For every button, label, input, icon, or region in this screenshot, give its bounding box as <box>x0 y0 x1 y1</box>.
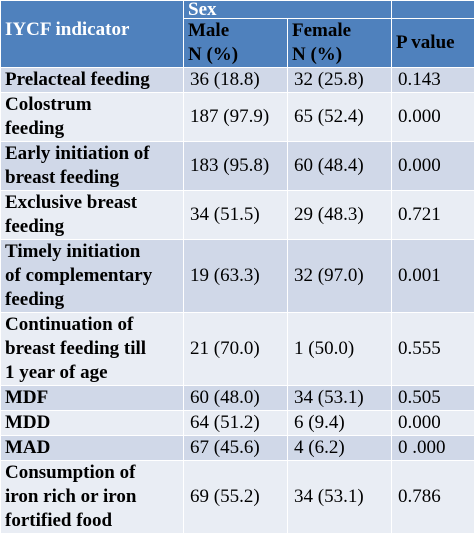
indicator-line: MAD <box>5 437 51 458</box>
female-cell: 6 (9.4) <box>287 410 392 436</box>
header-blank <box>391 0 474 19</box>
female-cell: 1 (50.0) <box>287 312 392 386</box>
female-cell: 29 (48.3) <box>287 190 392 240</box>
female-cell: 60 (48.4) <box>287 141 392 191</box>
table-row: MDD 64 (51.2) 6 (9.4) 0.000 <box>0 410 474 436</box>
female-cell: 65 (52.4) <box>287 92 392 142</box>
male-cell: 36 (18.8) <box>183 67 288 93</box>
header-male: Male N (%) <box>183 18 288 68</box>
indicator-cell: Prelacteal feeding <box>0 67 184 93</box>
table-row: Exclusive breast feeding 34 (51.5) 29 (48.3… <box>0 190 474 240</box>
table-row: MAD 67 (45.6) 4 (6.2) 0 .000 <box>0 435 474 461</box>
male-cell: 183 (95.8) <box>183 141 288 191</box>
indicator-line: of complementary <box>5 265 153 286</box>
female-cell: 34 (53.1) <box>287 460 392 534</box>
header-female-label: Female <box>292 20 352 41</box>
male-cell: 64 (51.2) <box>183 410 288 436</box>
p-value-cell: 0 .000 <box>391 435 474 461</box>
p-value-cell: 0.555 <box>391 312 474 386</box>
indicator-line: iron rich or iron <box>5 486 137 507</box>
indicator-line: Prelacteal feeding <box>5 69 150 90</box>
female-cell: 34 (53.1) <box>287 385 392 411</box>
female-cell: 4 (6.2) <box>287 435 392 461</box>
header-female-unit: N (%) <box>292 44 343 65</box>
header-row-group: IYCF indicator Sex <box>0 0 474 68</box>
indicator-line: MDD <box>5 412 51 433</box>
p-value-cell: 0.505 <box>391 385 474 411</box>
table-row: Continuation of breast feeding till 1 year… <box>0 312 474 386</box>
p-value-cell: 0.786 <box>391 460 474 534</box>
indicator-cell: Early initiation of breast feeding <box>0 141 184 191</box>
p-value-cell: 0.000 <box>391 410 474 436</box>
table-row: Consumption of iron rich or iron fortified… <box>0 460 474 534</box>
indicator-cell: Consumption of iron rich or iron fortified… <box>0 460 184 534</box>
indicator-line: Colostrum <box>5 94 92 115</box>
table-row: Colostrum feeding 187 (97.9) 65 (52.4) 0.000 <box>0 92 474 142</box>
iycf-table: IYCF indicator Sex Male N (%) Female N (%)… <box>0 0 474 534</box>
indicator-line: Exclusive breast <box>5 192 138 213</box>
female-cell: 32 (25.8) <box>287 67 392 93</box>
indicator-cell: Exclusive breast feeding <box>0 190 184 240</box>
indicator-line: Timely initiation <box>5 241 141 262</box>
indicator-cell: MDD <box>0 410 184 436</box>
indicator-cell: Colostrum feeding <box>0 92 184 142</box>
indicator-line: feeding <box>5 216 65 237</box>
table-row: Prelacteal feeding 36 (18.8) 32 (25.8) 0.14… <box>0 67 474 93</box>
indicator-line: Early initiation of <box>5 143 150 164</box>
male-cell: 67 (45.6) <box>183 435 288 461</box>
header-sex-group: Sex <box>183 0 392 19</box>
indicator-line: Continuation of <box>5 314 134 335</box>
indicator-line: 1 year of age <box>5 362 108 383</box>
male-cell: 21 (70.0) <box>183 312 288 386</box>
table-row: Timely initiation of complementary feeding… <box>0 239 474 313</box>
table-row: Early initiation of breast feeding 183 (95… <box>0 141 474 191</box>
male-cell: 34 (51.5) <box>183 190 288 240</box>
table-body: Prelacteal feeding 36 (18.8) 32 (25.8) 0.14… <box>0 67 474 534</box>
indicator-line: breast feeding <box>5 167 120 188</box>
female-cell: 32 (97.0) <box>287 239 392 313</box>
indicator-cell: MAD <box>0 435 184 461</box>
indicator-cell: Timely initiation of complementary feeding <box>0 239 184 313</box>
header-indicator: IYCF indicator <box>0 0 184 68</box>
indicator-line: Consumption of <box>5 462 136 483</box>
header-male-label: Male <box>188 20 230 41</box>
header-female: Female N (%) <box>287 18 392 68</box>
indicator-line: MDF <box>5 387 49 408</box>
header-row-columns: Male N (%) Female N (%) P value <box>1 18 474 68</box>
male-cell: 69 (55.2) <box>183 460 288 534</box>
p-value-cell: 0.721 <box>391 190 474 240</box>
male-cell: 60 (48.0) <box>183 385 288 411</box>
male-cell: 187 (97.9) <box>183 92 288 142</box>
male-cell: 19 (63.3) <box>183 239 288 313</box>
p-value-cell: 0.000 <box>391 92 474 142</box>
header-p-value: P value <box>391 18 474 68</box>
p-value-cell: 0.000 <box>391 141 474 191</box>
indicator-line: breast feeding till <box>5 338 147 359</box>
header-male-unit: N (%) <box>188 44 239 65</box>
p-value-cell: 0.143 <box>391 67 474 93</box>
indicator-line: feeding <box>5 289 65 310</box>
p-value-cell: 0.001 <box>391 239 474 313</box>
indicator-line: feeding <box>5 118 65 139</box>
indicator-line: fortified food <box>5 510 113 531</box>
table-row: MDF 60 (48.0) 34 (53.1) 0.505 <box>0 385 474 411</box>
indicator-cell: Continuation of breast feeding till 1 year… <box>0 312 184 386</box>
indicator-cell: MDF <box>0 385 184 411</box>
